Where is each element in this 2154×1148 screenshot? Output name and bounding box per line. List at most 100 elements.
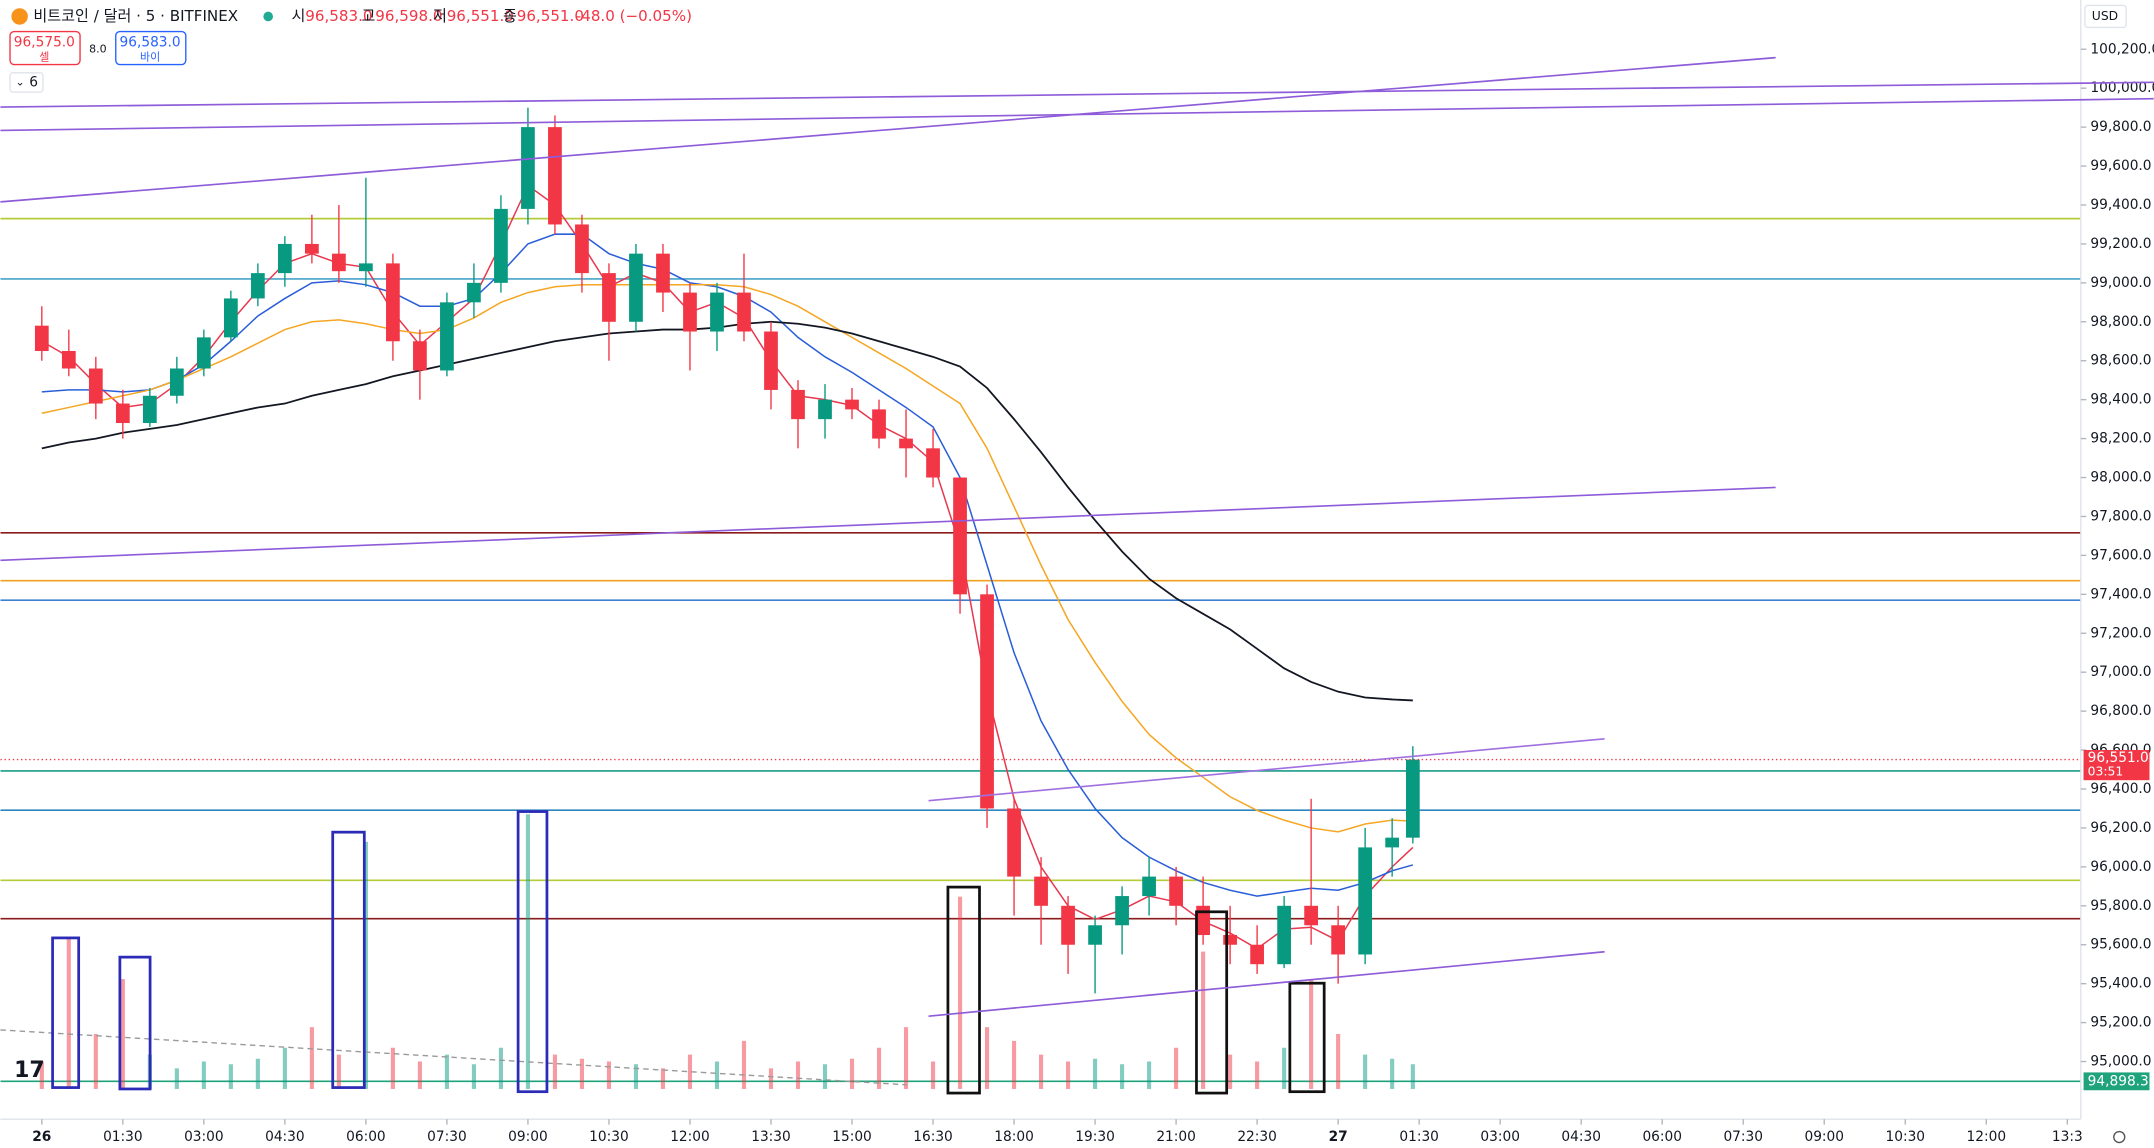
x-tick-label: 03:00 (184, 1129, 224, 1145)
volume-bar (1282, 1047, 1287, 1089)
volume-bar (1120, 1064, 1125, 1089)
volume-bar (336, 1054, 341, 1089)
buy-button[interactable] (115, 30, 187, 66)
candle-body (764, 331, 778, 390)
volume-bar (768, 1068, 774, 1089)
buy-price: 96,583.0 (120, 35, 181, 51)
candle-body (980, 594, 994, 809)
last-price-label: 96,551.0 (2088, 750, 2149, 766)
volume-bar (120, 979, 125, 1089)
candle-body (575, 224, 589, 274)
y-tick-label: 97,400.0 (2090, 586, 2151, 602)
currency-button[interactable] (2084, 4, 2127, 29)
y-tick-label: 99,800.0 (2090, 119, 2151, 135)
x-tick-label: 15:00 (832, 1129, 872, 1145)
sell-label: 셀 (39, 51, 49, 64)
y-tick-label: 97,200.0 (2090, 625, 2151, 641)
x-tick-label: 07:30 (427, 1129, 467, 1145)
volume-bar (741, 1040, 747, 1089)
x-tick-label: 01:30 (1399, 1129, 1439, 1145)
indicators-count: 6 (29, 74, 38, 90)
y-tick-label: 100,000.0 (2090, 80, 2154, 96)
volume-bar (930, 1061, 936, 1089)
candle-body (1304, 905, 1318, 926)
box (946, 885, 981, 1095)
volume-bar (1255, 1061, 1260, 1089)
y-tick-label: 97,000.0 (2090, 664, 2151, 680)
candle-body (1358, 847, 1373, 955)
x-tick-label: 07:30 (1723, 1129, 1763, 1145)
candle-body (413, 341, 427, 371)
volume-bar (1174, 1047, 1179, 1089)
y-tick-label: 99,200.0 (2090, 236, 2151, 252)
volume-bar (93, 1034, 98, 1089)
volume-bar (174, 1068, 179, 1089)
volume-bar (552, 1054, 558, 1089)
chevron: ⌄ (16, 75, 25, 88)
box (118, 955, 152, 1091)
candle-body (142, 395, 157, 424)
x-tick-label: 16:30 (913, 1129, 953, 1145)
settings-icon[interactable] (2113, 1130, 2126, 1144)
volume-bar (1309, 979, 1314, 1089)
x-tick-label: 09:00 (1804, 1129, 1844, 1145)
candle-body (602, 273, 616, 322)
volume-bar (984, 1027, 990, 1089)
y-tick-label: 99,600.0 (2090, 158, 2151, 174)
volume-bar (363, 841, 368, 1089)
y-tick-label: 98,400.0 (2090, 392, 2151, 408)
y-tick-label: 98,800.0 (2090, 314, 2151, 330)
candle-body (467, 282, 481, 303)
ohlc-value: 96,551.0 (517, 7, 584, 25)
y-tick-label: 100,200.0 (2090, 41, 2154, 57)
ohlc-value: 96,551.0 (447, 7, 514, 25)
y-tick-label: 95,000.0 (2090, 1054, 2151, 1070)
y-tick-label: 96,800.0 (2090, 703, 2151, 719)
ohlc-key: 저 (433, 7, 447, 25)
candle-body (223, 298, 238, 338)
volume-bar (579, 1058, 585, 1089)
x-tick-label: 21:00 (1156, 1129, 1196, 1145)
sell-button[interactable] (9, 30, 81, 66)
trend-line (0, 486, 1776, 562)
candle-body (1061, 905, 1075, 945)
box (51, 936, 81, 1089)
price-tag (2083, 1072, 2150, 1091)
candle-body (169, 368, 184, 396)
volume-bar (471, 1064, 476, 1089)
x-tick-label: 10:30 (589, 1129, 629, 1145)
x-tick-label: 12:00 (670, 1129, 710, 1145)
candle-body (251, 273, 265, 299)
y-tick-label: 98,600.0 (2090, 353, 2151, 369)
candle-body (548, 127, 562, 225)
candle-body (1007, 808, 1021, 877)
price-axis (2080, 0, 2154, 1148)
candle-body (1088, 925, 1102, 945)
candle-body (196, 337, 211, 369)
candle-body (88, 368, 103, 404)
candle-body (656, 253, 670, 293)
countdown: 03:51 (2088, 764, 2124, 778)
volume-bar (525, 814, 530, 1089)
price-tag-label: 94,898.3 (2088, 1073, 2149, 1089)
volume-bar (633, 1064, 639, 1089)
volume-bar (849, 1058, 855, 1089)
axes: 95,000.0 95,200.0 95,400.0 95,600.0 95,800.0… (32, 41, 2154, 1145)
sell-price: 96,575.0 (14, 35, 75, 51)
ohlc-key: 종 (503, 7, 517, 25)
indicators-toggle[interactable] (9, 72, 44, 93)
candle-body (440, 302, 454, 371)
candle-body (845, 399, 859, 410)
x-tick-label: 06:00 (346, 1129, 386, 1145)
y-tick-label: 96,200.0 (2090, 820, 2151, 836)
volume-bar (1390, 1058, 1395, 1089)
volume-bar (255, 1058, 260, 1089)
candle-body (1405, 759, 1420, 838)
y-tick-label: 98,000.0 (2090, 470, 2151, 486)
x-tick-label: 09:00 (508, 1129, 548, 1145)
box (516, 810, 549, 1094)
candle-body (899, 438, 913, 449)
volume-bar (1201, 951, 1206, 1089)
candle-body (1142, 876, 1156, 897)
